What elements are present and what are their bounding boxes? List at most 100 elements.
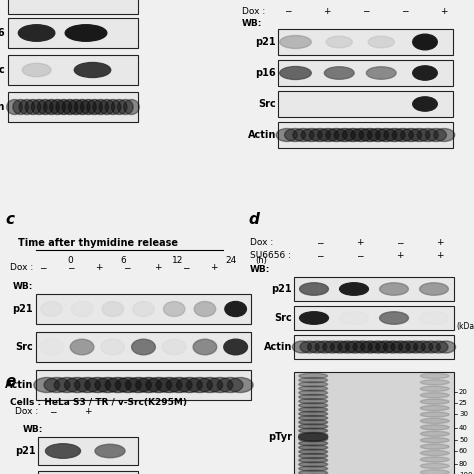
Text: Actin: Actin <box>0 102 5 112</box>
Text: (h): (h) <box>255 256 267 265</box>
Ellipse shape <box>87 100 102 115</box>
Text: −: − <box>316 251 324 260</box>
Ellipse shape <box>301 128 322 142</box>
Ellipse shape <box>25 100 41 115</box>
Ellipse shape <box>300 341 319 353</box>
Ellipse shape <box>101 339 125 355</box>
Ellipse shape <box>56 100 72 115</box>
Text: −: − <box>316 238 324 247</box>
Ellipse shape <box>81 100 96 115</box>
Ellipse shape <box>308 341 327 353</box>
Ellipse shape <box>367 128 388 142</box>
Text: p21: p21 <box>12 304 33 314</box>
Ellipse shape <box>13 100 28 115</box>
Bar <box>8 92 138 122</box>
Ellipse shape <box>310 128 330 142</box>
Ellipse shape <box>62 100 78 115</box>
Text: Time after thymidine release: Time after thymidine release <box>18 238 178 248</box>
Text: 0: 0 <box>67 256 73 265</box>
Ellipse shape <box>414 341 433 353</box>
Ellipse shape <box>339 283 368 295</box>
Ellipse shape <box>399 341 418 353</box>
Ellipse shape <box>334 128 356 142</box>
Ellipse shape <box>299 470 328 474</box>
Text: +: + <box>95 264 103 273</box>
Ellipse shape <box>343 128 364 142</box>
Text: 60: 60 <box>459 448 468 454</box>
Ellipse shape <box>383 341 402 353</box>
Ellipse shape <box>346 341 365 353</box>
Ellipse shape <box>417 128 438 142</box>
Ellipse shape <box>156 377 182 392</box>
Bar <box>294 306 454 330</box>
Ellipse shape <box>133 301 154 317</box>
Ellipse shape <box>413 66 437 80</box>
Ellipse shape <box>426 128 447 142</box>
Ellipse shape <box>299 377 328 383</box>
Ellipse shape <box>318 128 339 142</box>
Ellipse shape <box>50 100 65 115</box>
Ellipse shape <box>420 457 449 462</box>
Ellipse shape <box>409 128 430 142</box>
Ellipse shape <box>420 386 449 392</box>
Ellipse shape <box>126 377 151 392</box>
Ellipse shape <box>421 341 440 353</box>
Text: +: + <box>154 264 162 273</box>
Ellipse shape <box>376 128 397 142</box>
Text: +: + <box>396 251 404 260</box>
Ellipse shape <box>146 377 172 392</box>
Ellipse shape <box>284 128 306 142</box>
Text: WB:: WB: <box>242 18 263 27</box>
Bar <box>294 335 454 359</box>
Ellipse shape <box>299 466 328 471</box>
Ellipse shape <box>359 128 380 142</box>
Text: Src: Src <box>258 99 276 109</box>
Ellipse shape <box>105 377 131 392</box>
Ellipse shape <box>401 128 421 142</box>
Ellipse shape <box>326 36 352 48</box>
Ellipse shape <box>102 301 124 317</box>
Ellipse shape <box>197 377 223 392</box>
Text: p21: p21 <box>15 446 36 456</box>
Ellipse shape <box>420 419 449 424</box>
Ellipse shape <box>299 390 328 395</box>
Ellipse shape <box>193 339 217 355</box>
Ellipse shape <box>299 462 328 467</box>
Ellipse shape <box>194 301 216 317</box>
Ellipse shape <box>93 100 109 115</box>
Text: WB:: WB: <box>13 282 33 291</box>
Ellipse shape <box>392 128 413 142</box>
Text: 24: 24 <box>226 256 237 265</box>
Text: 30: 30 <box>459 410 468 417</box>
Ellipse shape <box>420 431 449 437</box>
Ellipse shape <box>384 128 405 142</box>
Bar <box>278 29 453 55</box>
Ellipse shape <box>353 341 372 353</box>
Ellipse shape <box>300 312 328 324</box>
Ellipse shape <box>71 301 93 317</box>
Ellipse shape <box>44 100 59 115</box>
Bar <box>36 332 251 362</box>
Bar <box>294 372 454 474</box>
Ellipse shape <box>44 377 70 392</box>
Text: e: e <box>5 374 15 389</box>
Text: p21: p21 <box>272 284 292 294</box>
Ellipse shape <box>420 380 449 385</box>
Text: −: − <box>67 264 75 273</box>
Ellipse shape <box>299 386 328 391</box>
Bar <box>38 471 138 474</box>
Ellipse shape <box>187 377 212 392</box>
Ellipse shape <box>351 128 372 142</box>
Bar <box>278 122 453 148</box>
Text: 50: 50 <box>459 437 468 443</box>
Ellipse shape <box>420 374 449 379</box>
Ellipse shape <box>46 444 81 458</box>
Text: −: − <box>401 7 409 16</box>
Ellipse shape <box>280 36 311 48</box>
Ellipse shape <box>111 100 127 115</box>
Ellipse shape <box>292 341 311 353</box>
Text: −: − <box>356 251 364 260</box>
Ellipse shape <box>376 341 395 353</box>
Text: +: + <box>84 408 92 417</box>
Text: +: + <box>440 7 447 16</box>
